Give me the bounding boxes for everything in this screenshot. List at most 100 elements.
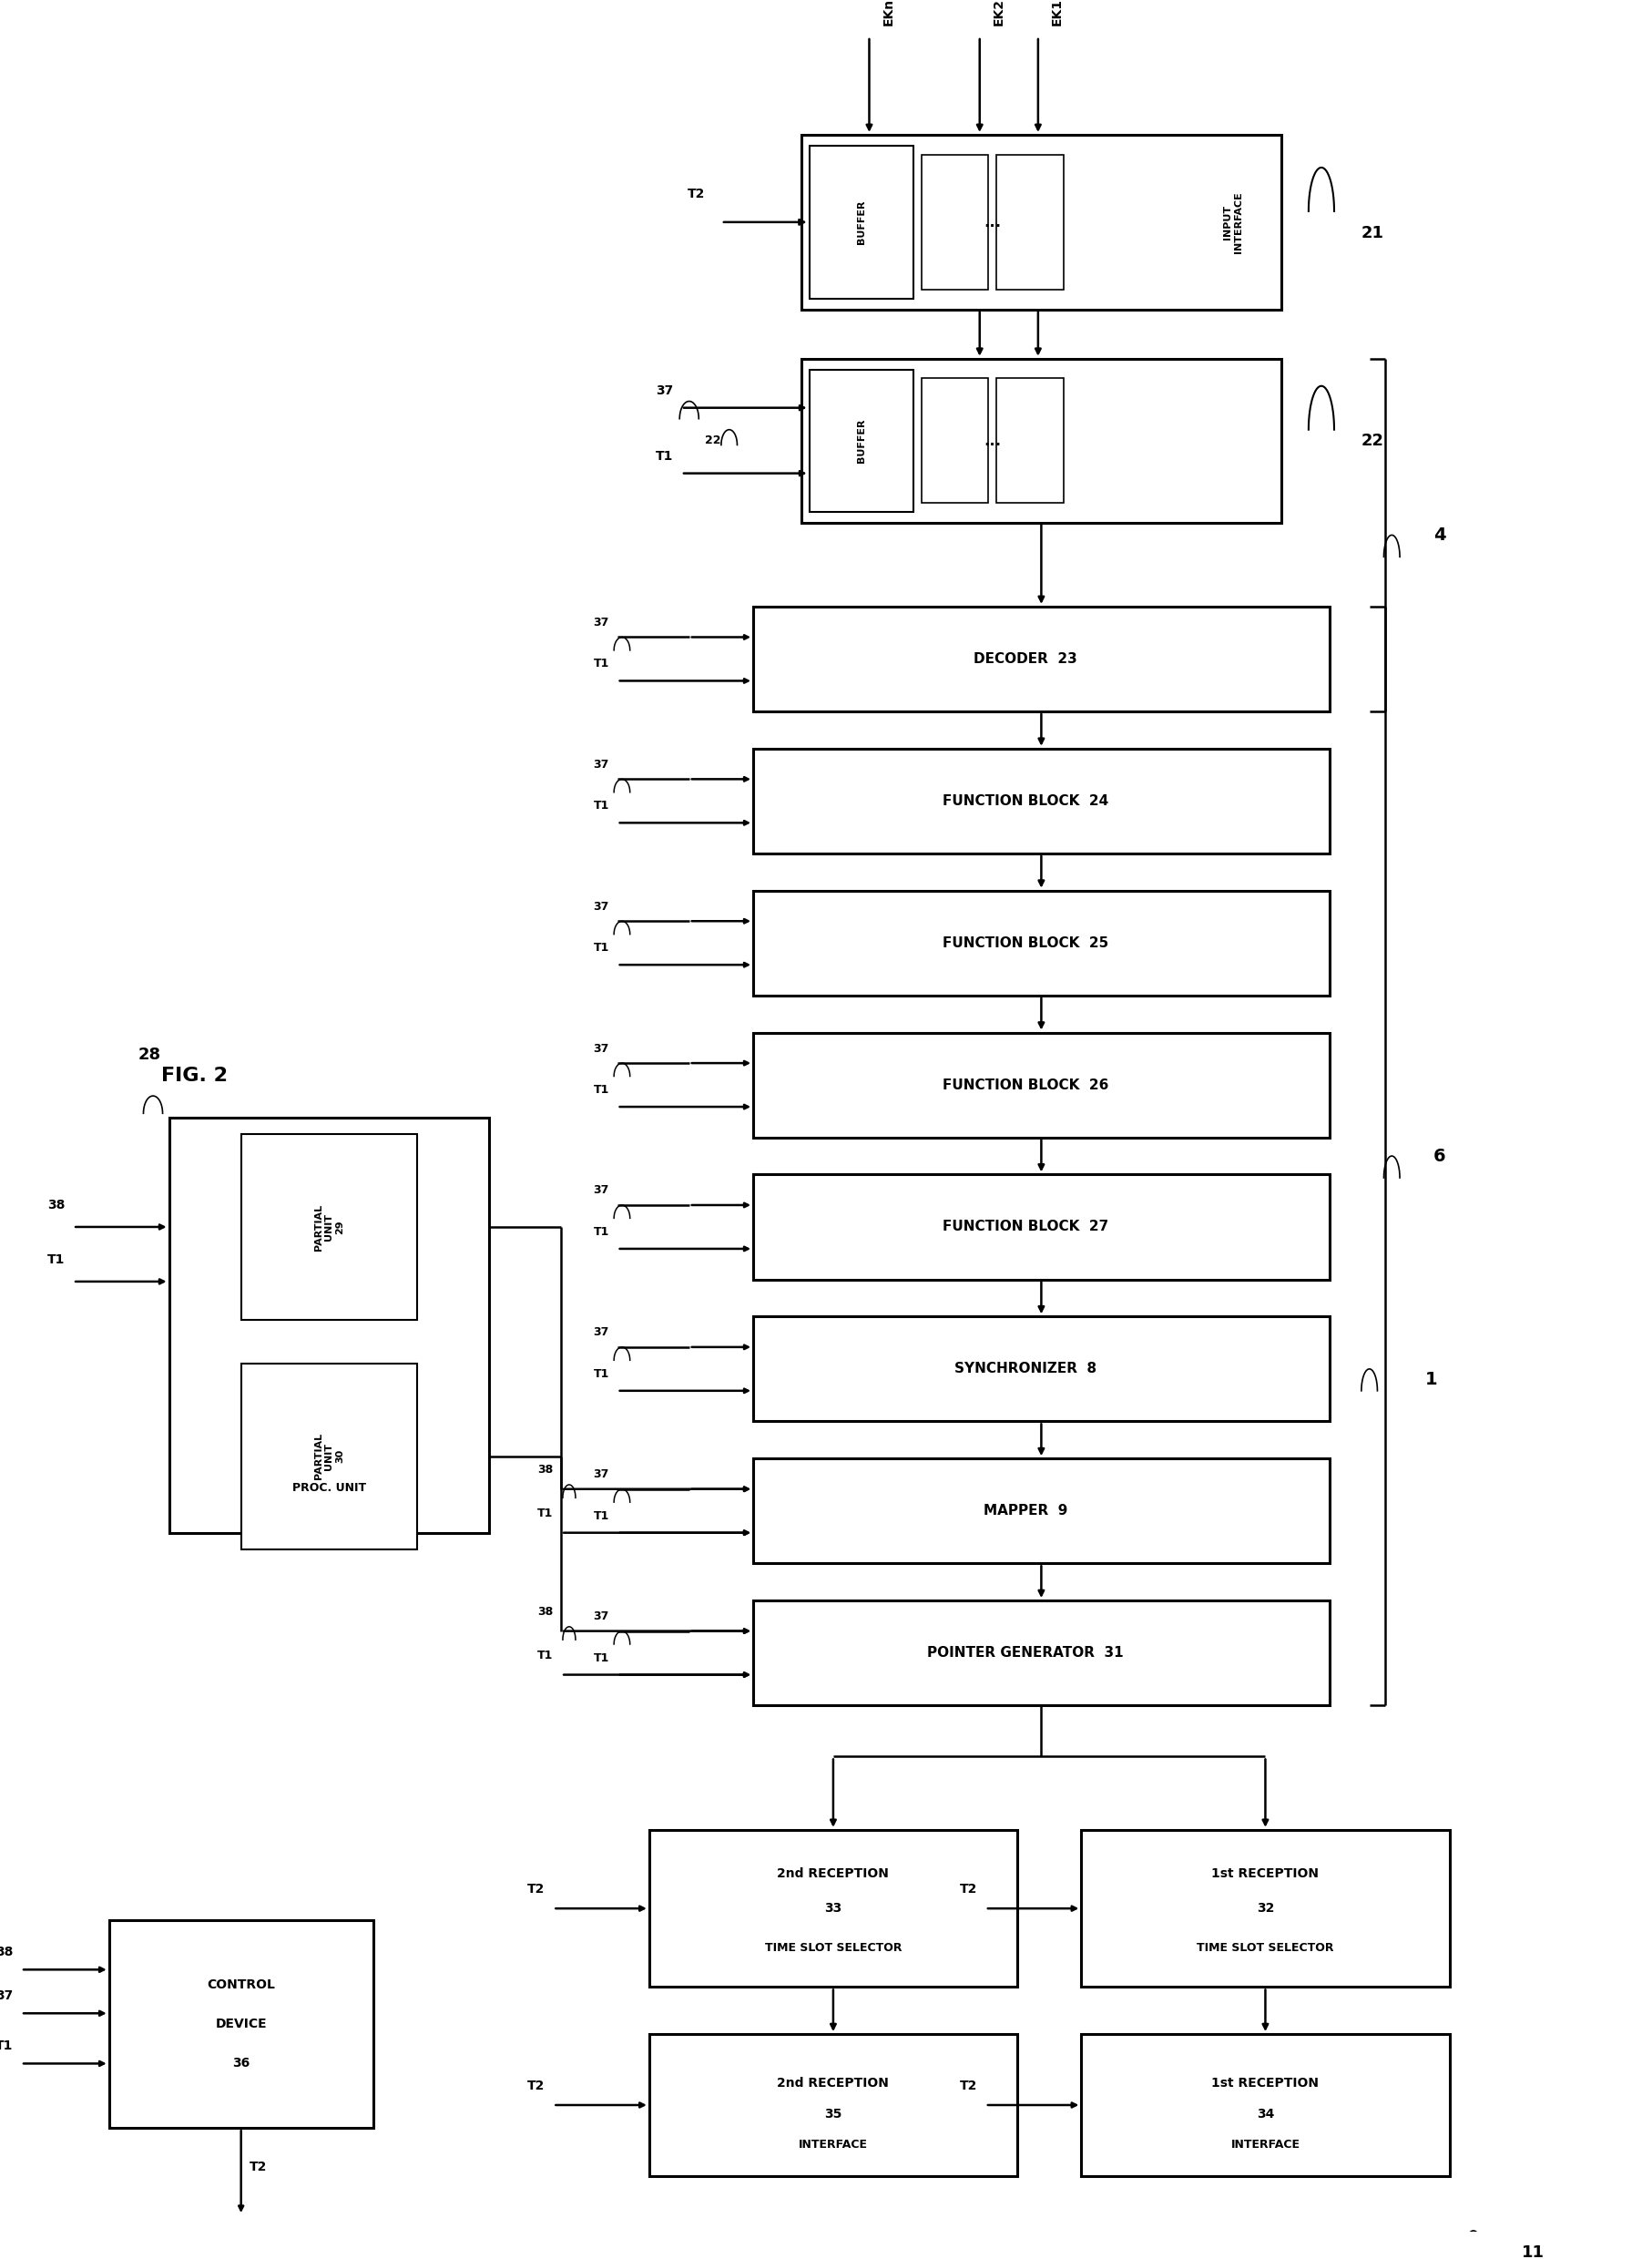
Text: 1st RECEPTION: 1st RECEPTION	[1211, 2076, 1318, 2090]
Bar	[241, 1364, 416, 1550]
Text: 21: 21	[1361, 226, 1384, 242]
Bar	[753, 748, 1330, 854]
Text: T2: T2	[249, 2162, 266, 2173]
Text: EK2: EK2	[993, 0, 1004, 25]
Text: 2nd RECEPTION: 2nd RECEPTION	[778, 2076, 889, 2090]
Text: 1: 1	[1426, 1371, 1437, 1389]
Text: FUNCTION BLOCK  26: FUNCTION BLOCK 26	[942, 1078, 1108, 1091]
Text: 37: 37	[593, 1041, 610, 1055]
Text: 37: 37	[593, 1611, 610, 1622]
Text: 35: 35	[824, 2108, 843, 2121]
Text: 28: 28	[139, 1046, 160, 1064]
Text: 37: 37	[593, 617, 610, 628]
Text: TIME SLOT SELECTOR: TIME SLOT SELECTOR	[765, 1943, 902, 1954]
Text: T1: T1	[593, 800, 610, 811]
Text: ...: ...	[983, 431, 1001, 450]
Bar	[109, 1920, 373, 2128]
Text: T2: T2	[687, 187, 705, 201]
Text: 33: 33	[824, 1902, 843, 1916]
Text: INTERFACE: INTERFACE	[798, 2139, 867, 2151]
Bar	[1082, 2033, 1449, 2175]
Text: FIG. 2: FIG. 2	[160, 1066, 228, 1084]
Bar	[801, 359, 1282, 522]
Text: FUNCTION BLOCK  27: FUNCTION BLOCK 27	[942, 1220, 1108, 1233]
Bar	[996, 154, 1064, 289]
Text: 37: 37	[656, 384, 672, 398]
Text: POINTER GENERATOR  31: POINTER GENERATOR 31	[927, 1647, 1123, 1660]
Bar	[809, 370, 914, 511]
Text: CONTROL: CONTROL	[206, 1979, 276, 1990]
Text: 34: 34	[1257, 2108, 1274, 2121]
Text: T2: T2	[527, 2078, 545, 2092]
Text: 37: 37	[593, 901, 610, 913]
Text: 36: 36	[233, 2058, 249, 2069]
Text: PROC. UNIT: PROC. UNIT	[292, 1482, 367, 1493]
Bar	[801, 136, 1282, 309]
Text: 38: 38	[537, 1464, 553, 1475]
Text: 38: 38	[537, 1606, 553, 1617]
Text: T1: T1	[593, 942, 610, 953]
Text: T1: T1	[593, 1651, 610, 1665]
Text: SYNCHRONIZER  8: SYNCHRONIZER 8	[955, 1362, 1097, 1376]
Text: T1: T1	[593, 1509, 610, 1523]
Bar	[241, 1134, 416, 1319]
Bar	[753, 1599, 1330, 1706]
Text: T1: T1	[48, 1254, 64, 1267]
Bar	[169, 1118, 489, 1534]
Text: INTERFACE: INTERFACE	[1231, 2139, 1300, 2151]
Text: FUNCTION BLOCK  25: FUNCTION BLOCK 25	[942, 935, 1108, 949]
Text: TIME SLOT SELECTOR: TIME SLOT SELECTOR	[1196, 1943, 1333, 1954]
Text: PARTIAL
UNIT
30: PARTIAL UNIT 30	[314, 1432, 344, 1480]
Text: T1: T1	[656, 450, 672, 463]
Bar	[649, 1830, 1018, 1988]
Text: T2: T2	[960, 1882, 978, 1895]
Text: 38: 38	[48, 1200, 64, 1211]
Text: BUFFER: BUFFER	[857, 201, 866, 244]
Text: EK1: EK1	[1051, 0, 1064, 25]
Text: 37: 37	[0, 1990, 13, 2001]
Text: T1: T1	[537, 1507, 553, 1520]
Text: 37: 37	[593, 759, 610, 770]
Text: 11: 11	[1521, 2243, 1545, 2259]
Text: T1: T1	[593, 1369, 610, 1380]
Text: 37: 37	[593, 1184, 610, 1197]
Text: MAPPER  9: MAPPER 9	[983, 1504, 1067, 1518]
Bar	[753, 1317, 1330, 1421]
Bar	[753, 608, 1330, 712]
Text: T1: T1	[0, 2040, 13, 2053]
Text: 6: 6	[1434, 1148, 1446, 1166]
Text: T1: T1	[593, 1084, 610, 1096]
Bar	[922, 377, 988, 504]
Bar	[753, 1032, 1330, 1136]
Bar	[753, 890, 1330, 996]
Text: 4: 4	[1434, 526, 1446, 544]
Text: EKn: EKn	[882, 0, 895, 25]
Bar	[996, 377, 1064, 504]
Text: FUNCTION BLOCK  24: FUNCTION BLOCK 24	[942, 795, 1108, 809]
Text: DECODER  23: DECODER 23	[973, 653, 1077, 666]
Text: 37: 37	[593, 1468, 610, 1480]
Text: 32: 32	[1257, 1902, 1274, 1916]
Text: T2: T2	[960, 2078, 978, 2092]
Text: 1st RECEPTION: 1st RECEPTION	[1211, 1868, 1318, 1879]
Bar	[1082, 1830, 1449, 1988]
Bar	[753, 1459, 1330, 1563]
Text: T1: T1	[593, 1227, 610, 1238]
Text: T2: T2	[527, 1882, 545, 1895]
Text: ...: ...	[983, 215, 1001, 230]
Text: 38: 38	[0, 1945, 13, 1959]
Text: 2nd RECEPTION: 2nd RECEPTION	[778, 1868, 889, 1879]
Bar	[922, 154, 988, 289]
Text: INPUT
INTERFACE: INPUT INTERFACE	[1224, 192, 1244, 253]
Text: 22: 22	[705, 434, 722, 447]
Text: 37: 37	[593, 1326, 610, 1337]
Bar	[809, 145, 914, 298]
Text: PARTIAL
UNIT
29: PARTIAL UNIT 29	[314, 1204, 344, 1249]
Text: 22: 22	[1361, 431, 1384, 450]
Text: BUFFER: BUFFER	[857, 418, 866, 463]
Text: DEVICE: DEVICE	[215, 2017, 268, 2031]
Bar	[753, 1175, 1330, 1279]
Text: T1: T1	[593, 657, 610, 671]
Text: T1: T1	[537, 1649, 553, 1663]
Bar	[649, 2033, 1018, 2175]
